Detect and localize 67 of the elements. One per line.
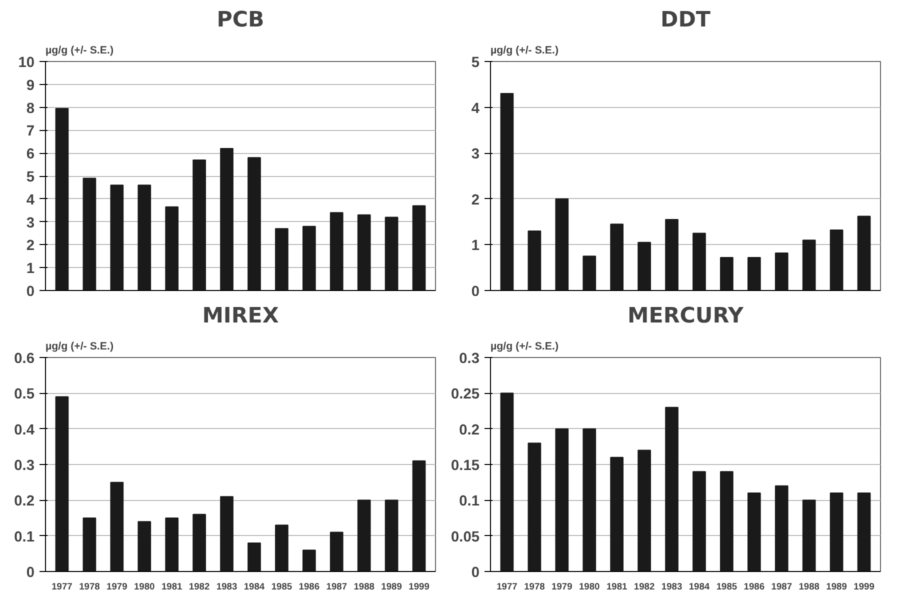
x-tick-label: 1989 <box>381 582 402 592</box>
y-tick-label: 5 <box>26 170 35 186</box>
y-tick-label: 0.1 <box>14 529 34 546</box>
y-tick-label: 0 <box>26 284 35 300</box>
y-tick-label: 0.2 <box>459 422 480 438</box>
y-axis-title: µg/g (+/- S.E.) <box>490 340 559 352</box>
x-tick-label: 1978 <box>524 582 545 592</box>
x-tick-label: 1988 <box>798 582 820 592</box>
y-tick-label: 3 <box>471 146 480 163</box>
x-tick-label: 1977 <box>496 582 518 592</box>
y-tick-label: 0.05 <box>450 529 480 546</box>
x-tick-label: 1987 <box>326 582 348 592</box>
x-tick-label: 1985 <box>271 582 292 592</box>
chart-title: DDT <box>660 8 711 32</box>
x-tick-label: 1999 <box>408 582 430 592</box>
y-tick-label: 5 <box>471 55 480 71</box>
y-tick-label: 0.6 <box>14 351 34 367</box>
y-tick-label: 0 <box>26 565 35 581</box>
x-tick-label: 1979 <box>552 582 572 592</box>
y-tick-label: 0 <box>471 284 480 300</box>
y-axis-title: µg/g (+/- S.E.) <box>46 44 114 56</box>
x-tick-label: 1983 <box>661 582 682 592</box>
x-tick-label: 1980 <box>578 582 600 592</box>
x-tick-label: 1989 <box>826 582 847 592</box>
y-tick-label: 3 <box>26 215 35 232</box>
y-tick-label: 4 <box>471 100 480 117</box>
y-tick-label: 0.5 <box>14 386 34 403</box>
y-tick-label: 8 <box>26 100 35 117</box>
x-tick-label: 1977 <box>52 582 72 592</box>
y-tick-label: 0.3 <box>14 458 34 474</box>
x-tick-label: 1979 <box>106 582 128 592</box>
x-tick-label: 1984 <box>688 582 710 592</box>
y-tick-label: 0.2 <box>14 494 34 510</box>
y-tick-label: 10 <box>18 55 35 71</box>
y-tick-label: 4 <box>26 192 36 208</box>
x-tick-label: 1988 <box>354 582 374 592</box>
y-tick-label: 0 <box>471 565 480 581</box>
y-tick-label: 0.1 <box>459 494 480 510</box>
x-tick-label: 1986 <box>744 582 765 592</box>
y-tick-label: 7 <box>26 124 35 140</box>
x-tick-label: 1981 <box>606 582 628 592</box>
x-tick-label: 1999 <box>854 582 874 592</box>
y-tick-label: 9 <box>26 78 35 94</box>
x-tick-label: 1985 <box>716 582 738 592</box>
y-tick-label: 2 <box>26 238 35 254</box>
chart-title: PCB <box>216 8 264 32</box>
x-tick-label: 1983 <box>216 582 238 592</box>
y-tick-label: 0.4 <box>14 422 36 438</box>
x-tick-label: 1982 <box>188 582 210 592</box>
y-axis-title: µg/g (+/- S.E.) <box>490 44 559 56</box>
x-tick-label: 1982 <box>634 582 655 592</box>
chart-title: MIREX <box>202 304 280 328</box>
x-tick-label: 1980 <box>134 582 155 592</box>
chart-title: MERCURY <box>628 304 744 328</box>
y-tick-label: 0.3 <box>459 351 480 367</box>
x-tick-label: 1987 <box>771 582 792 592</box>
x-tick-label: 1986 <box>298 582 320 592</box>
y-tick-label: 2 <box>471 192 480 208</box>
y-tick-label: 6 <box>26 146 35 163</box>
y-tick-label: 0.15 <box>450 458 480 474</box>
x-tick-label: 1981 <box>161 582 182 592</box>
y-tick-label: 0.25 <box>450 386 480 403</box>
x-tick-label: 1978 <box>79 582 100 592</box>
x-tick-label: 1984 <box>244 582 266 592</box>
y-tick-label: 1 <box>26 261 35 278</box>
y-tick-label: 1 <box>471 238 480 254</box>
y-axis-title: µg/g (+/- S.E.) <box>46 340 114 352</box>
